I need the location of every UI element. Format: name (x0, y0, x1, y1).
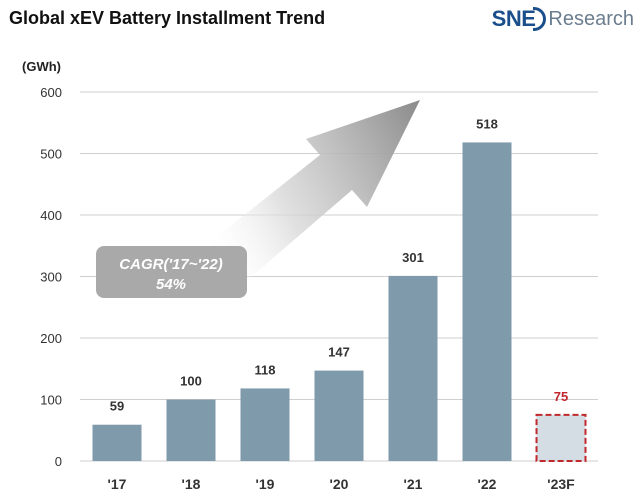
bar-value-label: 147 (328, 345, 350, 360)
x-tick-label: '23F (547, 476, 575, 492)
x-tick-label: '17 (108, 476, 127, 492)
y-axis-ticks: 0 100 200 300 400 500 600 (40, 85, 62, 469)
bar-value-label: 100 (180, 374, 202, 389)
x-tick-label: '21 (404, 476, 423, 492)
bars: 59 100 118 147 301 518 75 (92, 116, 587, 462)
cagr-annotation-line2: 54% (156, 276, 186, 293)
x-tick-label: '20 (330, 476, 349, 492)
chart-title: Global xEV Battery Installment Trend (9, 8, 326, 28)
bar (388, 275, 438, 461)
bar-value-label: 75 (554, 389, 568, 404)
x-tick-label: '18 (182, 476, 201, 492)
x-tick-label: '22 (478, 476, 497, 492)
bar (462, 142, 512, 461)
cagr-annotation-line1: CAGR('17~'22) (119, 256, 222, 273)
bar-value-label: 301 (402, 250, 424, 265)
logo-suffix: Research (548, 7, 634, 30)
x-tick-label: '19 (256, 476, 275, 492)
cagr-annotation: CAGR('17~'22) 54% (96, 246, 247, 298)
y-tick-label: 300 (40, 270, 62, 285)
bar-value-label: 59 (110, 399, 124, 414)
grid-lines (80, 91, 598, 462)
bar (92, 424, 142, 461)
y-tick-label: 400 (40, 208, 62, 223)
logo-brand: SNE (491, 6, 536, 31)
bar (240, 388, 290, 461)
bar-value-label: 118 (255, 362, 276, 377)
y-tick-label: 600 (40, 85, 62, 100)
y-tick-label: 500 (40, 147, 62, 162)
bar-forecast (535, 413, 587, 462)
bar-value-label: 518 (476, 116, 498, 131)
bar (166, 399, 216, 461)
bar (314, 370, 364, 461)
y-tick-label: 100 (40, 393, 62, 408)
y-tick-label: 0 (55, 454, 62, 469)
y-tick-label: 200 (40, 331, 62, 346)
cagr-annotation-box (96, 246, 247, 298)
x-axis-ticks: '17 '18 '19 '20 '21 '22 '23F (108, 476, 576, 492)
sne-research-logo: SNE Research (492, 6, 634, 32)
y-axis-unit: (GWh) (22, 59, 61, 74)
